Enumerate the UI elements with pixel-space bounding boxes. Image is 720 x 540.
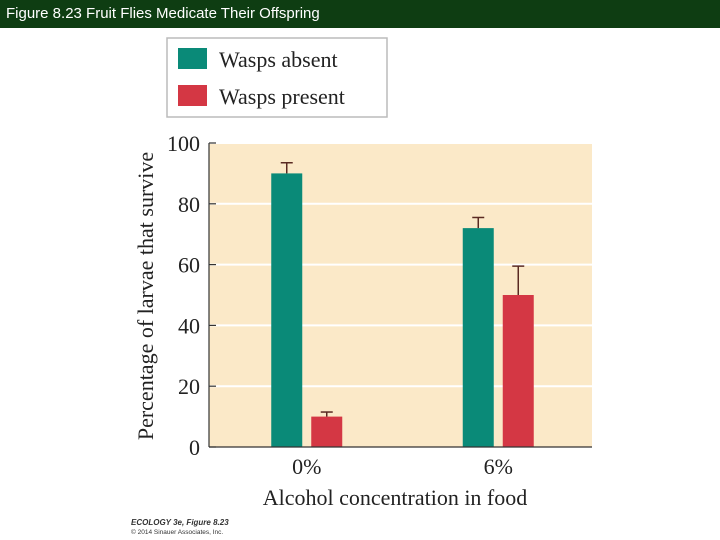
bar-wasps-present [311, 416, 343, 447]
bar-wasps-present [502, 295, 534, 447]
plot-area [209, 143, 592, 447]
y-tick-label: 100 [167, 131, 200, 156]
figure-credit: ECOLOGY 3e, Figure 8.23 © 2014 Sinauer A… [131, 518, 229, 537]
legend-swatch-wasps-present [178, 85, 207, 106]
figure-title-bar: Figure 8.23 Fruit Flies Medicate Their O… [0, 0, 720, 28]
y-axis-label: Percentage of larvae that survive [133, 152, 158, 440]
legend-label-wasps-absent: Wasps absent [219, 47, 338, 72]
y-tick-label: 60 [178, 253, 200, 278]
y-tick-label: 20 [178, 374, 200, 399]
bars [271, 162, 534, 447]
x-axis-label: Alcohol concentration in food [263, 485, 528, 510]
y-axis-ticks: 0 20 40 60 80 100 [167, 131, 216, 460]
credit-line-2: © 2014 Sinauer Associates, Inc. [131, 529, 224, 536]
legend-label-wasps-present: Wasps present [219, 84, 345, 109]
bar-wasps-absent [271, 173, 303, 447]
x-tick-label: 0% [292, 454, 321, 479]
legend-swatch-wasps-absent [178, 48, 207, 69]
credit-line-1: ECOLOGY 3e, Figure 8.23 [131, 518, 229, 527]
y-tick-label: 0 [189, 435, 200, 460]
x-axis-ticks: 0% 6% [292, 454, 513, 479]
y-tick-label: 40 [178, 313, 200, 338]
y-tick-label: 80 [178, 192, 200, 217]
legend: Wasps absent Wasps present [166, 37, 388, 118]
bar-wasps-absent [462, 228, 494, 447]
x-tick-label: 6% [484, 454, 513, 479]
figure-title: Figure 8.23 Fruit Flies Medicate Their O… [6, 5, 320, 22]
